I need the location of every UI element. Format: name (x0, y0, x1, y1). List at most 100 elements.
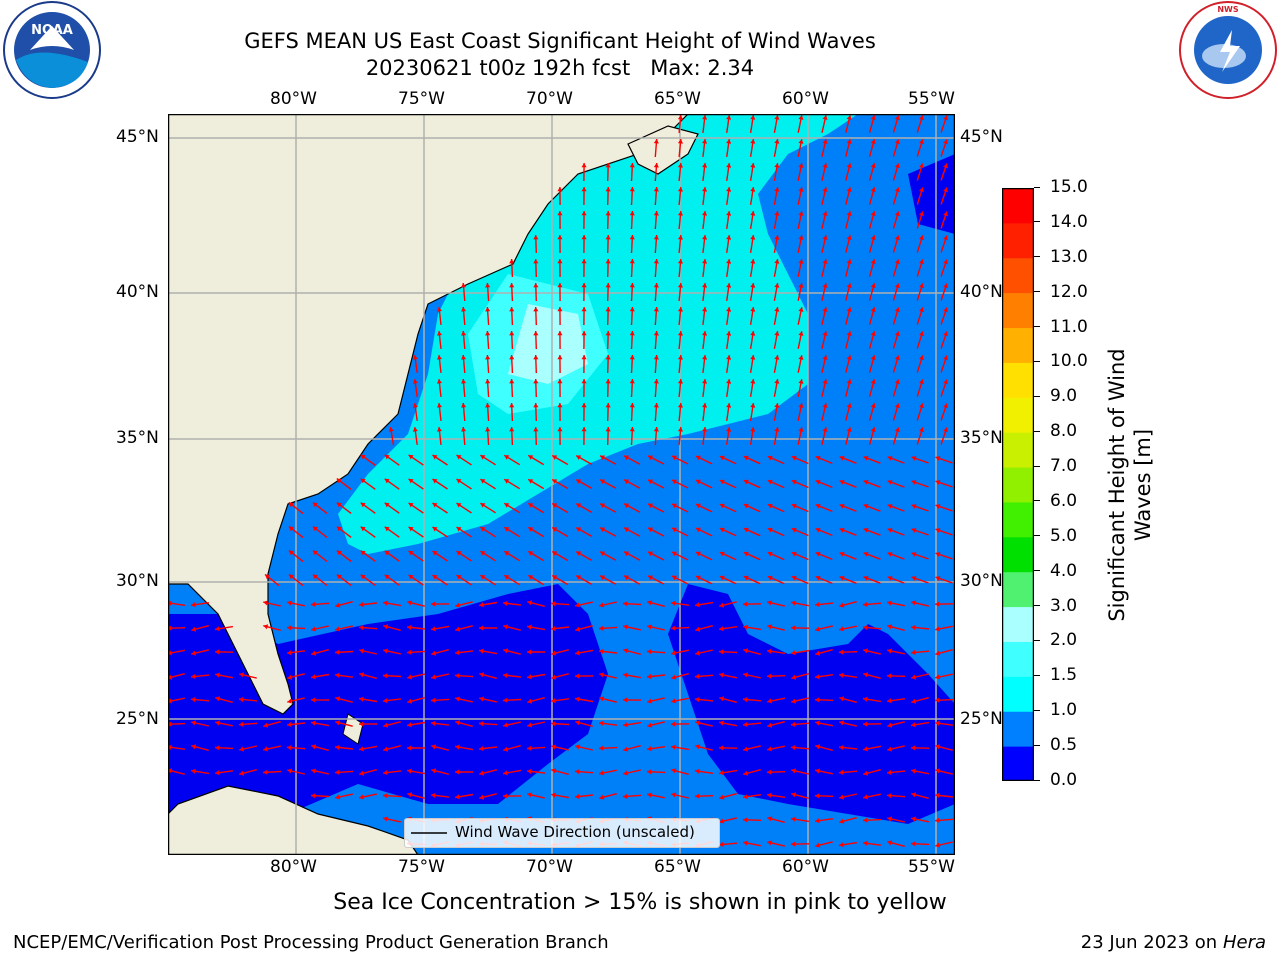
wave-direction-arrowhead (359, 746, 364, 752)
wave-direction-arrowhead (935, 792, 940, 798)
wave-direction-arrowhead (815, 842, 821, 848)
wave-direction-arrowhead (528, 479, 534, 484)
wave-direction-arrowhead (798, 307, 804, 312)
wave-direction-arrowhead (719, 479, 725, 485)
wave-direction-arrowhead (822, 163, 828, 168)
wave-direction-arrowhead (383, 746, 388, 752)
wave-direction-arrowhead (653, 259, 659, 264)
wave-direction-arrowhead (461, 331, 467, 336)
lon-label-bottom-55w: 55°W (908, 857, 955, 877)
wave-direction-arrowhead (215, 696, 221, 702)
wave-direction-arrowhead (557, 187, 563, 192)
wave-direction-arrowhead (839, 503, 845, 509)
wave-direction-arrowhead (623, 793, 628, 799)
wave-direction-arrowhead (455, 794, 460, 800)
wave-direction-arrowhead (695, 650, 700, 656)
wave-direction-arrowhead (750, 283, 756, 288)
lon-label-bottom-65w: 65°W (654, 857, 701, 877)
footer-date-host: 23 Jun 2023 on Hera (1081, 932, 1266, 953)
wave-direction-arrowhead (750, 139, 756, 144)
wave-direction-arrowhead (480, 503, 486, 508)
wave-direction-arrowhead (191, 626, 197, 632)
wave-direction-arrowhead (509, 259, 515, 264)
colorbar (1002, 188, 1034, 781)
wave-direction-arrowhead (935, 697, 940, 703)
wave-height-map (168, 114, 955, 855)
wave-direction-arrowhead (239, 746, 244, 752)
wave-direction-arrowhead (943, 307, 948, 313)
wave-direction-arrowhead (557, 331, 563, 336)
wave-direction-arrowhead (719, 841, 724, 847)
wave-direction-arrowhead (479, 770, 484, 776)
wave-direction-arrowhead (456, 527, 462, 532)
wave-direction-arrowhead (239, 672, 244, 678)
wave-direction-arrowhead (456, 551, 462, 556)
chart-title: GEFS MEAN US East Coast Significant Heig… (244, 29, 876, 53)
wave-direction-arrowhead (767, 551, 773, 557)
wave-direction-arrowhead (653, 235, 659, 240)
wave-direction-arrowhead (407, 745, 412, 751)
wave-direction-arrowhead (461, 427, 467, 432)
wave-direction-arrowhead (911, 841, 916, 847)
wave-direction-arrowhead (726, 187, 732, 192)
colorbar-tick-label: 11.0 (1034, 317, 1088, 337)
wave-direction-arrowhead (815, 697, 820, 703)
wave-direction-arrowhead (359, 625, 364, 631)
lon-label-bottom-60w: 60°W (782, 857, 829, 877)
wave-direction-arrowhead (432, 575, 438, 580)
wave-direction-arrowhead (943, 355, 948, 361)
wave-direction-arrowhead (557, 283, 563, 288)
wave-direction-arrowhead (791, 455, 797, 461)
wave-direction-arrowhead (575, 720, 581, 726)
wave-direction-arrowhead (863, 696, 868, 702)
wave-direction-arrowhead (648, 575, 653, 581)
wave-direction-arrowhead (743, 817, 748, 823)
lon-label-top-55w: 55°W (908, 89, 955, 109)
wave-direction-arrowhead (653, 331, 659, 336)
wave-direction-arrowhead (695, 697, 700, 703)
wave-direction-arrowhead (479, 672, 485, 678)
wave-direction-arrowhead (743, 697, 748, 703)
wave-direction-arrowhead (791, 600, 796, 606)
wave-direction-arrowhead (407, 674, 412, 680)
wave-direction-arrowhead (767, 527, 773, 533)
wave-direction-arrowhead (335, 602, 341, 608)
wave-direction-arrowhead (384, 454, 390, 460)
wave-direction-arrowhead (672, 503, 677, 509)
colorbar-segment (1002, 571, 1034, 608)
wave-direction-arrowhead (815, 503, 821, 509)
wave-direction-arrowhead (600, 551, 606, 556)
wave-direction-arrowhead (383, 816, 388, 822)
wave-direction-arrowhead (455, 696, 460, 702)
wave-direction-arrowhead (312, 574, 318, 580)
colorbar-segment (1002, 467, 1034, 503)
wave-direction-arrowhead (919, 211, 924, 217)
wave-direction-arrowhead (863, 648, 868, 654)
wave-direction-arrowhead (702, 187, 708, 192)
wave-direction-arrowhead (863, 746, 868, 752)
wave-direction-arrowhead (702, 115, 708, 120)
wave-direction-arrowhead (767, 673, 772, 679)
wave-direction-arrowhead (863, 672, 869, 678)
wave-direction-arrowhead (677, 259, 683, 264)
wave-direction-arrowhead (887, 480, 893, 485)
wave-direction-arrowhead (767, 698, 772, 704)
wave-direction-arrowhead (504, 551, 510, 556)
chart-subtitle: 20230621 t00z 192h fcst Max: 2.34 (365, 56, 755, 80)
wave-direction-arrowhead (750, 403, 756, 408)
wave-direction-arrowhead (839, 649, 844, 655)
colorbar-label: Significant Height of Wind Waves [m] (1105, 348, 1155, 622)
wave-direction-arrowhead (557, 379, 563, 384)
wave-direction-arrowhead (265, 574, 270, 579)
wave-direction-arrowhead (839, 696, 845, 702)
colorbar-segment (1002, 641, 1034, 677)
wave-direction-arrowhead (359, 602, 364, 608)
colorbar-tick-label: 1.0 (1034, 700, 1077, 720)
wave-direction-arrowhead (503, 648, 509, 654)
wave-direction-arrowhead (870, 187, 876, 193)
wave-direction-arrowhead (605, 235, 611, 240)
wave-direction-arrowhead (822, 187, 828, 192)
wave-direction-arrowhead (576, 575, 582, 580)
wave-direction-arrowhead (767, 769, 772, 775)
wave-direction-arrowhead (551, 792, 556, 798)
